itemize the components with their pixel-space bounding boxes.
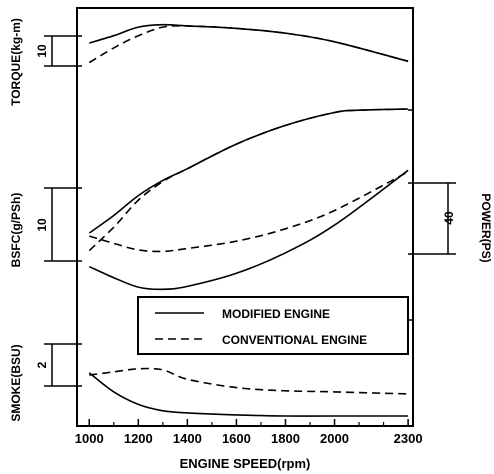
x-tick-label-1000: 1000 [75, 431, 104, 446]
smoke-scale-bar [44, 343, 76, 387]
bsfc-scale-bar [44, 187, 76, 262]
torque-axis-label: TORQUE(kg-m) [9, 18, 23, 106]
bsfc-axis-label: BSFC(g/PSh) [9, 193, 23, 268]
legend: MODIFIED ENGINE CONVENTIONAL ENGINE [137, 296, 409, 355]
smoke-conventional-line [89, 367, 409, 395]
smoke-modified-line [88, 372, 409, 417]
legend-modified-label: MODIFIED ENGINE [222, 307, 330, 321]
ticks-layer: 1000 1200 1400 1600 1800 2000 2300 [75, 35, 423, 446]
power-axis-label: POWER(PS) [479, 193, 493, 262]
x-tick-label-1600: 1600 [222, 431, 251, 446]
power-scale-label: 40 [442, 211, 456, 225]
torque-scale-label: 10 [35, 44, 49, 58]
power-scale-bar [414, 182, 456, 255]
smoke-axis-label: SMOKE(BSU) [9, 344, 23, 421]
x-tick-label-2300: 2300 [394, 431, 423, 446]
legend-box [137, 296, 409, 355]
power-conventional-line [88, 108, 409, 252]
torque-modified-line [89, 23, 409, 63]
x-tick-label-1400: 1400 [173, 431, 202, 446]
x-tick-label-2000: 2000 [320, 431, 349, 446]
smoke-scale-label: 2 [35, 361, 49, 368]
bsfc-modified-line [88, 169, 409, 291]
x-axis-label: ENGINE SPEED(rpm) [180, 456, 311, 471]
bsfc-scale-label: 10 [35, 218, 49, 232]
bsfc-conventional-line [89, 171, 409, 253]
x-tick-label-1800: 1800 [271, 431, 300, 446]
series-layer [88, 23, 409, 417]
legend-conventional-label: CONVENTIONAL ENGINE [222, 333, 367, 347]
torque-scale-bar [44, 35, 76, 67]
torque-conventional-line [88, 24, 409, 64]
x-tick-label-1200: 1200 [124, 431, 153, 446]
plot-frame [76, 7, 414, 427]
power-modified-line [88, 108, 409, 234]
